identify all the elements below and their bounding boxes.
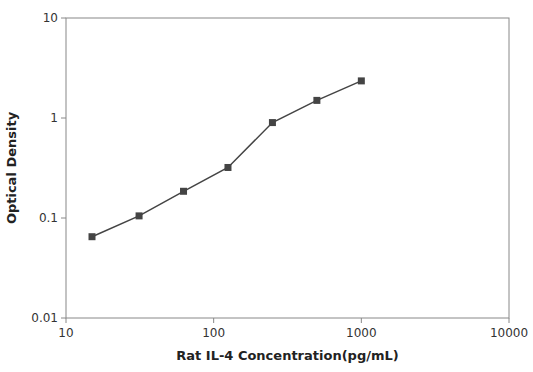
x-tick [66,318,67,323]
x-tick-label: 10 [58,326,73,340]
chart-svg: 10 100 1000 10000 0.01 0.1 1 10 Rat IL-4 Concent… [0,0,533,372]
series [89,77,365,240]
y-tick [61,118,66,119]
marker [269,119,276,126]
y-tick-label: 1 [50,111,58,125]
marker [180,188,187,195]
y-tick [61,318,66,319]
marker [89,233,96,240]
y-axis-label: Optical Density [4,111,19,224]
y-tick-label: 0.1 [39,211,58,225]
x-tick-label: 10000 [490,326,528,340]
y-tick-label: 0.01 [31,311,58,325]
marker [224,164,231,171]
x-tick [213,318,214,323]
x-tick-label: 100 [202,326,225,340]
chart-container: 10 100 1000 10000 0.01 0.1 1 10 Rat IL-4 Concent… [0,0,533,372]
line [92,81,361,237]
plot-frame [66,18,509,318]
y-tick [61,218,66,219]
y-tick-label: 10 [43,11,58,25]
x-axis: 10 100 1000 10000 [58,318,528,340]
x-axis-label: Rat IL-4 Concentration(pg/mL) [176,348,398,363]
y-axis: 0.01 0.1 1 10 [31,11,66,325]
x-tick [509,318,510,323]
y-tick [61,18,66,19]
marker [313,97,320,104]
marker [358,77,365,84]
x-tick-label: 1000 [346,326,377,340]
x-tick [361,318,362,323]
marker [136,212,143,219]
